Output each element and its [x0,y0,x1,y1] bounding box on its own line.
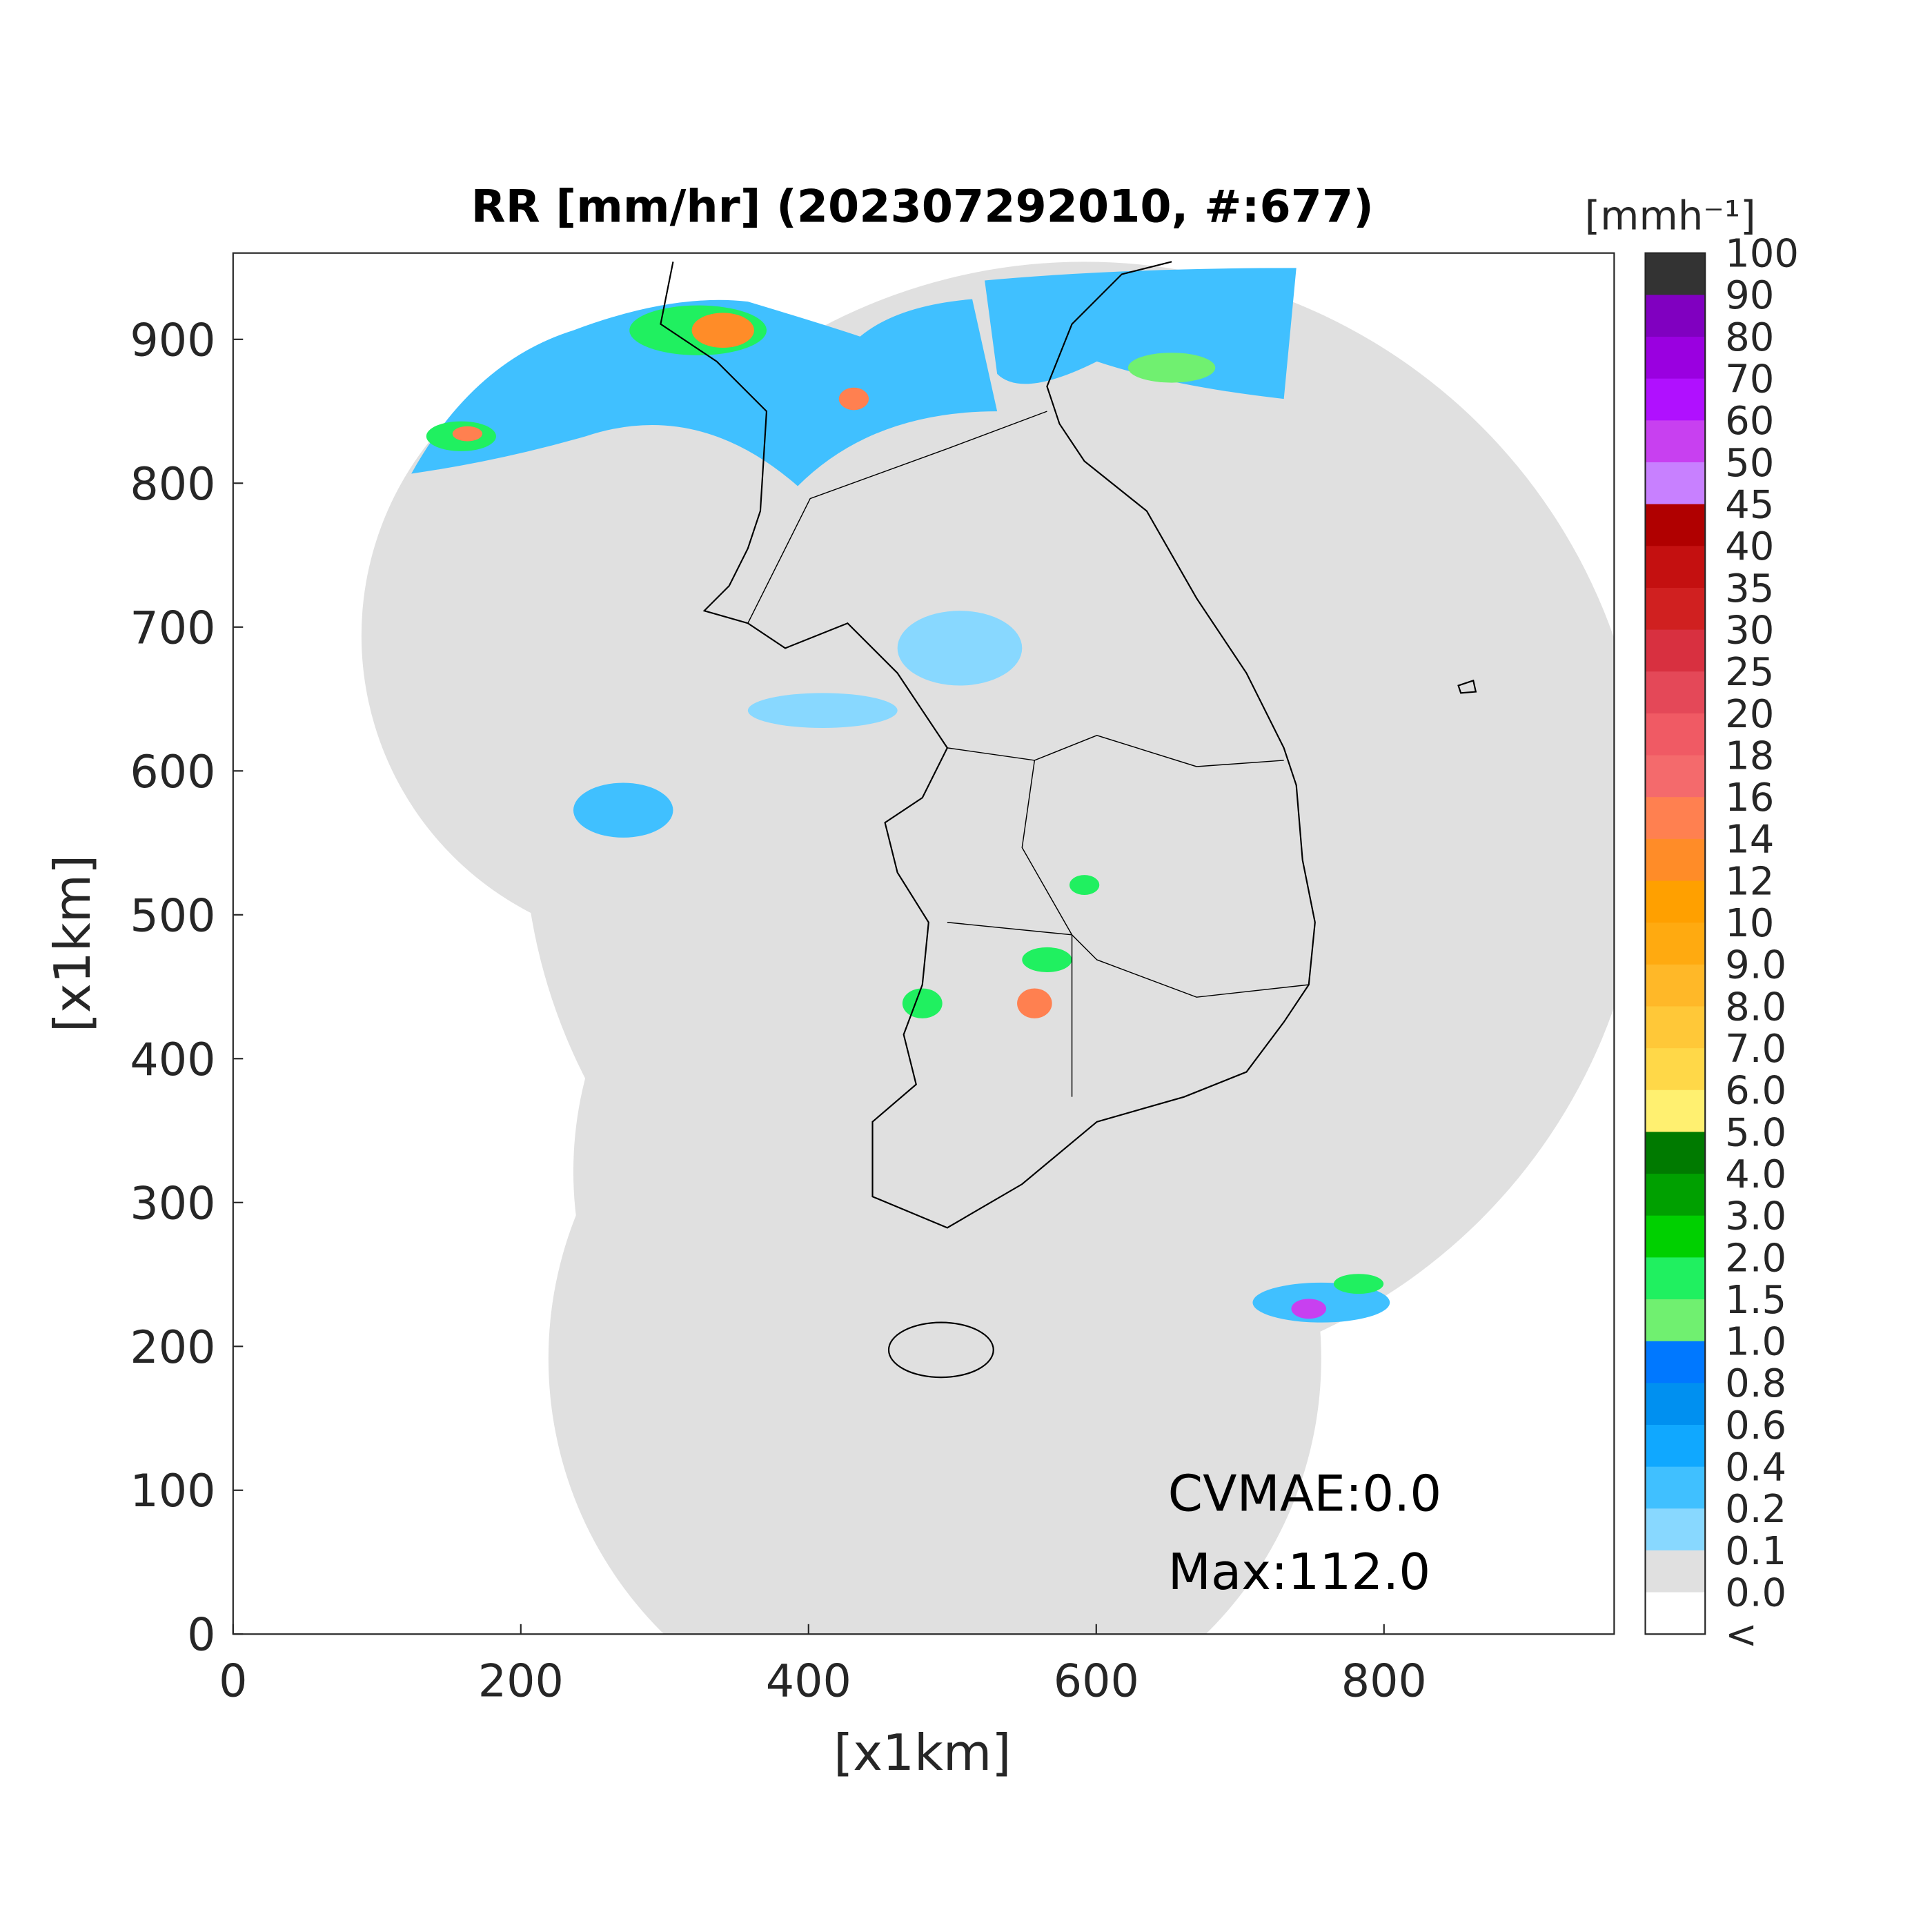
colorbar-segment [1645,713,1706,756]
radar-map [361,261,1615,1635]
colorbar-label: 45 [1725,482,1774,527]
y-tick-label: 300 [130,1178,215,1230]
y-tick-label: 500 [130,890,215,942]
x-tick-label: 200 [478,1656,564,1708]
colorbar-segment [1645,587,1706,631]
colorbar-label: 70 [1725,357,1774,402]
y-tick-label: 900 [130,315,215,366]
colorbar-segment [1645,1132,1706,1174]
colorbar-label: 8.0 [1725,985,1786,1029]
colorbar-segment [1645,1341,1706,1384]
colorbar-segment [1645,1215,1706,1259]
colorbar-frame [1644,252,1706,1635]
annotation: CVMAE:0.0 [1168,1465,1442,1523]
colorbar-label: < [1725,1613,1757,1657]
colorbar-label: 0.4 [1725,1446,1786,1490]
y-tick-label: 600 [130,747,215,798]
colorbar-label: 0.1 [1725,1529,1786,1574]
x-tick-label: 800 [1341,1656,1427,1708]
colorbar-unit: [mmh⁻¹] [1585,192,1756,239]
colorbar-segment [1645,1424,1706,1468]
colorbar-label: 4.0 [1725,1152,1786,1197]
plot-frame [232,252,1615,1635]
colorbar-segment [1645,546,1706,589]
colorbar-label: 14 [1725,818,1774,862]
colorbar-label: 18 [1725,733,1774,778]
x-tick-label: 0 [219,1656,247,1708]
colorbar-label: 0.0 [1725,1570,1786,1615]
colorbar-segment [1645,378,1706,422]
colorbar-label: 90 [1725,273,1774,318]
colorbar-label: 10 [1725,901,1774,946]
colorbar-label: 1.0 [1725,1320,1786,1365]
colorbar-label: 9.0 [1725,943,1786,988]
colorbar-label: 35 [1725,566,1774,611]
colorbar-label: 40 [1725,524,1774,569]
colorbar-label: 0.8 [1725,1361,1786,1406]
x-axis-label: [x1km] [834,1724,1011,1782]
colorbar-label: 5.0 [1725,1110,1786,1155]
colorbar-label: 20 [1725,692,1774,737]
colorbar-segment [1645,923,1706,965]
colorbar-segment [1645,1174,1706,1216]
colorbar-label: 16 [1725,776,1774,820]
colorbar-segment [1645,462,1706,505]
colorbar-label: 0.6 [1725,1403,1786,1448]
colorbar-segment [1645,1383,1706,1426]
colorbar-segment [1645,420,1706,463]
colorbar-label: 60 [1725,399,1774,444]
colorbar-segment [1645,1299,1706,1342]
colorbar-segment [1645,838,1706,882]
colorbar-segment [1645,253,1706,296]
radar-coverage [361,262,1615,1635]
colorbar-segment [1645,880,1706,924]
colorbar-label: 25 [1725,650,1774,695]
colorbar-label: 0.2 [1725,1487,1786,1532]
x-tick-label: 400 [766,1656,851,1708]
colorbar-label: 50 [1725,441,1774,486]
colorbar-segment [1645,629,1706,673]
colorbar-segment [1645,1466,1706,1510]
y-tick-label: 700 [130,602,215,654]
colorbar-label: 12 [1725,859,1774,904]
colorbar-segment [1645,797,1706,840]
y-tick-label: 400 [130,1034,215,1086]
colorbar-segment [1645,755,1706,798]
y-tick-label: 100 [130,1466,215,1517]
colorbar-segment [1645,1592,1706,1635]
colorbar-segment [1645,1257,1706,1300]
colorbar-label: 3.0 [1725,1194,1786,1239]
colorbar-label: 80 [1725,315,1774,360]
colorbar-segment [1645,1006,1706,1049]
colorbar-segment [1645,964,1706,1007]
colorbar-segment [1645,1048,1706,1091]
colorbar-label: 2.0 [1725,1236,1786,1281]
colorbar-label: 30 [1725,608,1774,653]
colorbar-label: 100 [1725,232,1799,277]
x-tick-label: 600 [1054,1656,1139,1708]
colorbar-segment [1645,671,1706,714]
colorbar-label: 1.5 [1725,1278,1786,1323]
rain-echoes [411,268,1390,1323]
colorbar-segment [1645,295,1706,337]
colorbar-segment [1645,1550,1706,1593]
y-axis-label: [x1km] [44,855,102,1032]
annotation: Max:112.0 [1168,1544,1431,1601]
y-tick-label: 800 [130,459,215,511]
colorbar-label: 6.0 [1725,1069,1786,1114]
colorbar-segment [1645,337,1706,379]
colorbar-segment [1645,504,1706,547]
title: RR [mm/hr] (202307292010, #:677) [471,181,1374,233]
coastline [660,261,1477,1379]
y-tick-label: 200 [130,1322,215,1374]
colorbar-segment [1645,1508,1706,1551]
colorbar-segment [1645,1090,1706,1133]
y-tick-label: 0 [187,1610,215,1662]
colorbar-label: 7.0 [1725,1027,1786,1072]
